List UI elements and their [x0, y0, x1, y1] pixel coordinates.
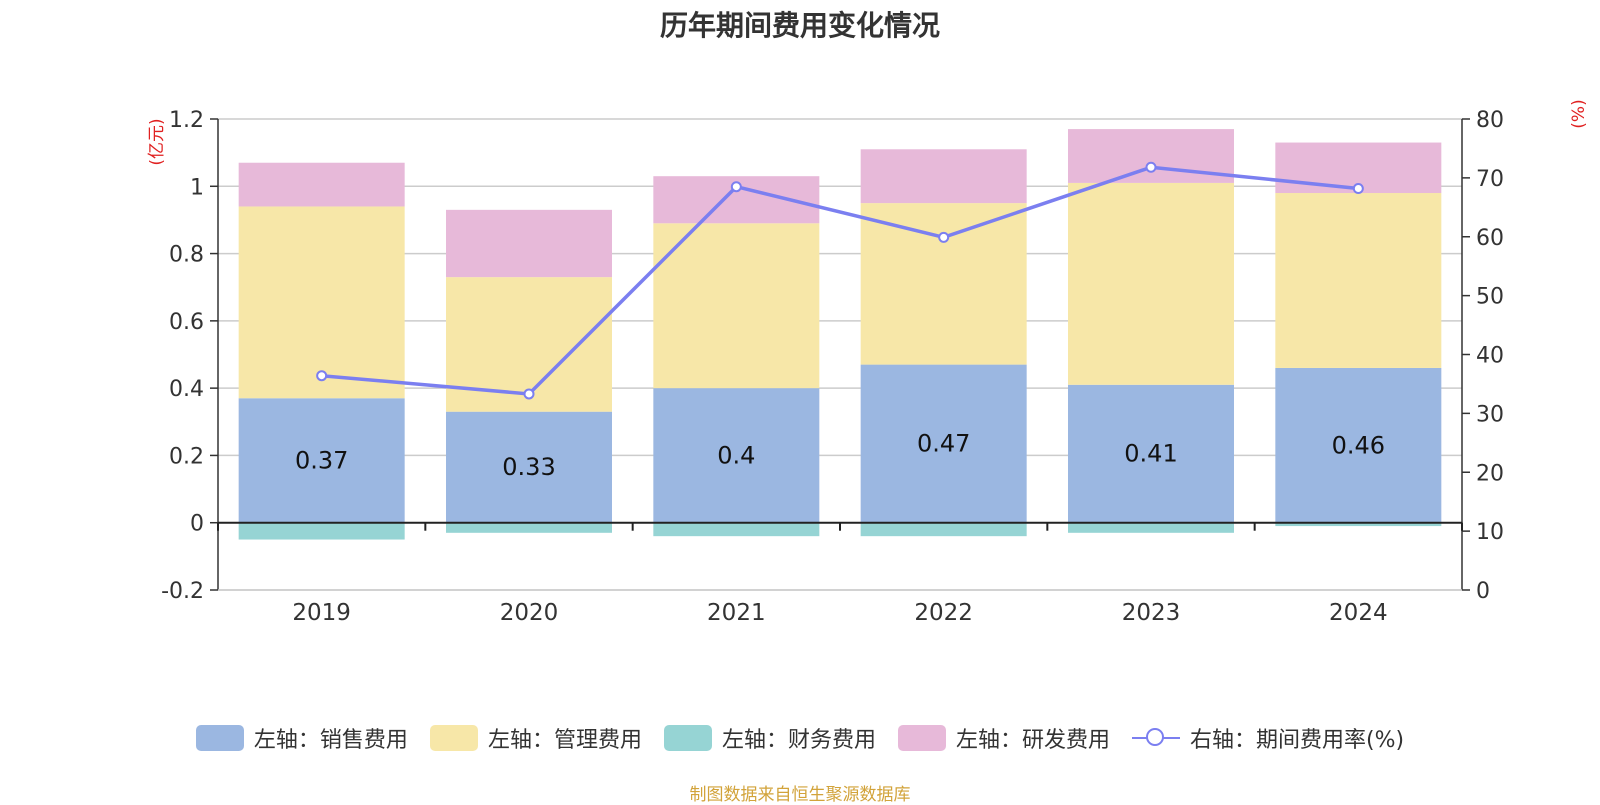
legend-item-finance[interactable]: 左轴：财务费用: [663, 722, 876, 754]
bar-sales-2024: [1275, 367, 1442, 523]
bar-finance-2019: [238, 522, 405, 540]
right-tick-label: 50: [1476, 285, 1504, 310]
left-tick-label: 0.4: [169, 377, 204, 402]
point-expense-ratio-2023: [1145, 161, 1157, 173]
bar-rnd-2022: [860, 149, 1027, 204]
bar-sales-label: 0.47: [917, 430, 970, 458]
x-tick-label: 2024: [1329, 600, 1388, 626]
bar-admin-2024: [1275, 193, 1442, 368]
right-tick-label: 0: [1476, 579, 1490, 604]
legend-item-admin[interactable]: 左轴：管理费用: [429, 722, 642, 754]
legend-swatch-sales: [195, 725, 244, 751]
legend-swatch-expense-ratio: [1131, 725, 1180, 751]
left-tick-label: 1: [190, 175, 204, 200]
right-tick-label: 80: [1476, 108, 1504, 133]
bar-admin-2021: [653, 223, 820, 389]
bar-rnd-2019: [238, 162, 405, 207]
x-tick-label: 2022: [914, 600, 973, 626]
legend-label-admin: 左轴：管理费用: [487, 728, 642, 753]
legend-label-rnd: 左轴：研发费用: [955, 728, 1110, 753]
bar-sales-2021: [653, 388, 820, 523]
bar-sales-2022: [860, 364, 1027, 523]
bar-admin-2023: [1068, 182, 1234, 385]
right-tick-label: 40: [1476, 344, 1504, 369]
left-tick-label: 0.6: [169, 310, 204, 335]
legend-item-rnd[interactable]: 左轴：研发费用: [897, 722, 1110, 754]
left-tick-label: 0.2: [169, 444, 204, 469]
right-tick-label: 30: [1476, 402, 1504, 427]
point-expense-ratio-2021: [730, 181, 742, 193]
bar-finance-2022: [860, 522, 1027, 537]
right-tick-label: 70: [1476, 167, 1504, 192]
legend-swatch-admin: [429, 725, 478, 751]
bar-finance-2020: [446, 522, 612, 533]
bar-finance-2024: [1275, 522, 1442, 527]
left-tick-label: -0.2: [161, 579, 204, 604]
point-expense-ratio-2020: [523, 388, 535, 400]
bar-sales-label: 0.46: [1332, 431, 1385, 459]
bar-admin-2022: [860, 203, 1027, 365]
legend-label-finance: 左轴：财务费用: [721, 728, 876, 753]
bar-sales-label: 0.37: [295, 446, 348, 474]
bar-sales-label: 0.41: [1124, 440, 1177, 468]
bar-finance-2023: [1068, 522, 1234, 533]
right-axis-unit: (%): [1569, 99, 1589, 128]
left-tick-label: 0.8: [169, 243, 204, 268]
source-note: 制图数据来自恒生聚源数据库: [689, 785, 911, 805]
left-tick-label: 0: [190, 512, 204, 537]
bar-admin-2019: [238, 206, 405, 399]
bar-sales-2023: [1068, 384, 1234, 523]
left-axis-unit: (亿元): [147, 118, 167, 165]
right-tick-label: 10: [1476, 520, 1504, 545]
x-tick-label: 2020: [500, 600, 559, 626]
bar-finance-2021: [653, 522, 820, 537]
line-expense-ratio: [321, 165, 1359, 396]
bar-sales-2019: [238, 398, 405, 523]
x-tick-label: 2019: [292, 600, 351, 626]
legend: 左轴：销售费用 左轴：管理费用 左轴：财务费用 左轴：研发费用 右轴：期间费用率…: [0, 720, 1600, 756]
left-tick-label: 1.2: [169, 108, 204, 133]
bar-sales-label: 0.33: [502, 453, 555, 481]
bar-sales-2020: [446, 411, 612, 523]
legend-label-expense-ratio: 右轴：期间费用率(%): [1189, 728, 1405, 753]
legend-label-sales: 左轴：销售费用: [253, 728, 408, 753]
legend-swatch-finance: [663, 725, 712, 751]
x-tick-label: 2023: [1122, 600, 1181, 626]
point-expense-ratio-2022: [938, 231, 950, 243]
bar-sales-label: 0.4: [717, 441, 755, 469]
legend-item-expense-ratio[interactable]: 右轴：期间费用率(%): [1131, 722, 1405, 754]
point-expense-ratio-2024: [1352, 182, 1364, 194]
bar-rnd-2020: [446, 209, 612, 278]
point-expense-ratio-2019: [316, 370, 328, 382]
chart-title: 历年期间费用变化情况: [659, 9, 940, 42]
chart-plot: -0.2 0 0.2 0.4 0.6 0.8 1 1.2 0 10 20 30 40 50 60 70 80 (亿…: [147, 99, 1589, 626]
legend-item-sales[interactable]: 左轴：销售费用: [195, 722, 408, 754]
legend-swatch-rnd: [897, 725, 946, 751]
right-tick-label: 60: [1476, 226, 1504, 251]
right-tick-label: 20: [1476, 461, 1504, 486]
x-tick-label: 2021: [707, 600, 766, 626]
